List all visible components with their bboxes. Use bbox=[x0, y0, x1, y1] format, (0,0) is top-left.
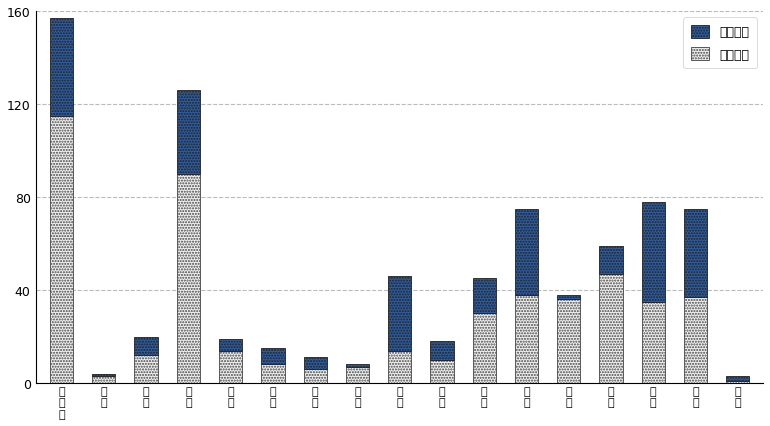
Bar bbox=[92, 374, 115, 376]
Bar bbox=[219, 339, 243, 351]
Bar bbox=[515, 209, 538, 295]
Bar bbox=[50, 19, 73, 116]
Bar bbox=[684, 297, 707, 383]
Legend: 계획입지, 개별입지: 계획입지, 개별입지 bbox=[683, 18, 757, 69]
Bar bbox=[684, 209, 707, 297]
Bar bbox=[430, 360, 454, 383]
Bar bbox=[303, 369, 326, 383]
Bar bbox=[641, 302, 665, 383]
Bar bbox=[726, 376, 749, 381]
Bar bbox=[346, 367, 369, 383]
Bar bbox=[135, 355, 158, 383]
Bar bbox=[92, 376, 115, 383]
Bar bbox=[50, 116, 73, 383]
Bar bbox=[473, 279, 496, 314]
Bar bbox=[177, 91, 200, 174]
Bar bbox=[599, 274, 623, 383]
Bar bbox=[473, 314, 496, 383]
Bar bbox=[346, 365, 369, 367]
Bar bbox=[303, 358, 326, 369]
Bar bbox=[599, 246, 623, 274]
Bar bbox=[430, 341, 454, 360]
Bar bbox=[261, 365, 284, 383]
Bar bbox=[388, 276, 411, 351]
Bar bbox=[135, 337, 158, 355]
Bar bbox=[388, 351, 411, 383]
Bar bbox=[641, 202, 665, 302]
Bar bbox=[557, 295, 581, 299]
Bar bbox=[261, 348, 284, 365]
Bar bbox=[219, 351, 243, 383]
Bar bbox=[515, 295, 538, 383]
Bar bbox=[557, 299, 581, 383]
Bar bbox=[177, 174, 200, 383]
Bar bbox=[726, 381, 749, 383]
